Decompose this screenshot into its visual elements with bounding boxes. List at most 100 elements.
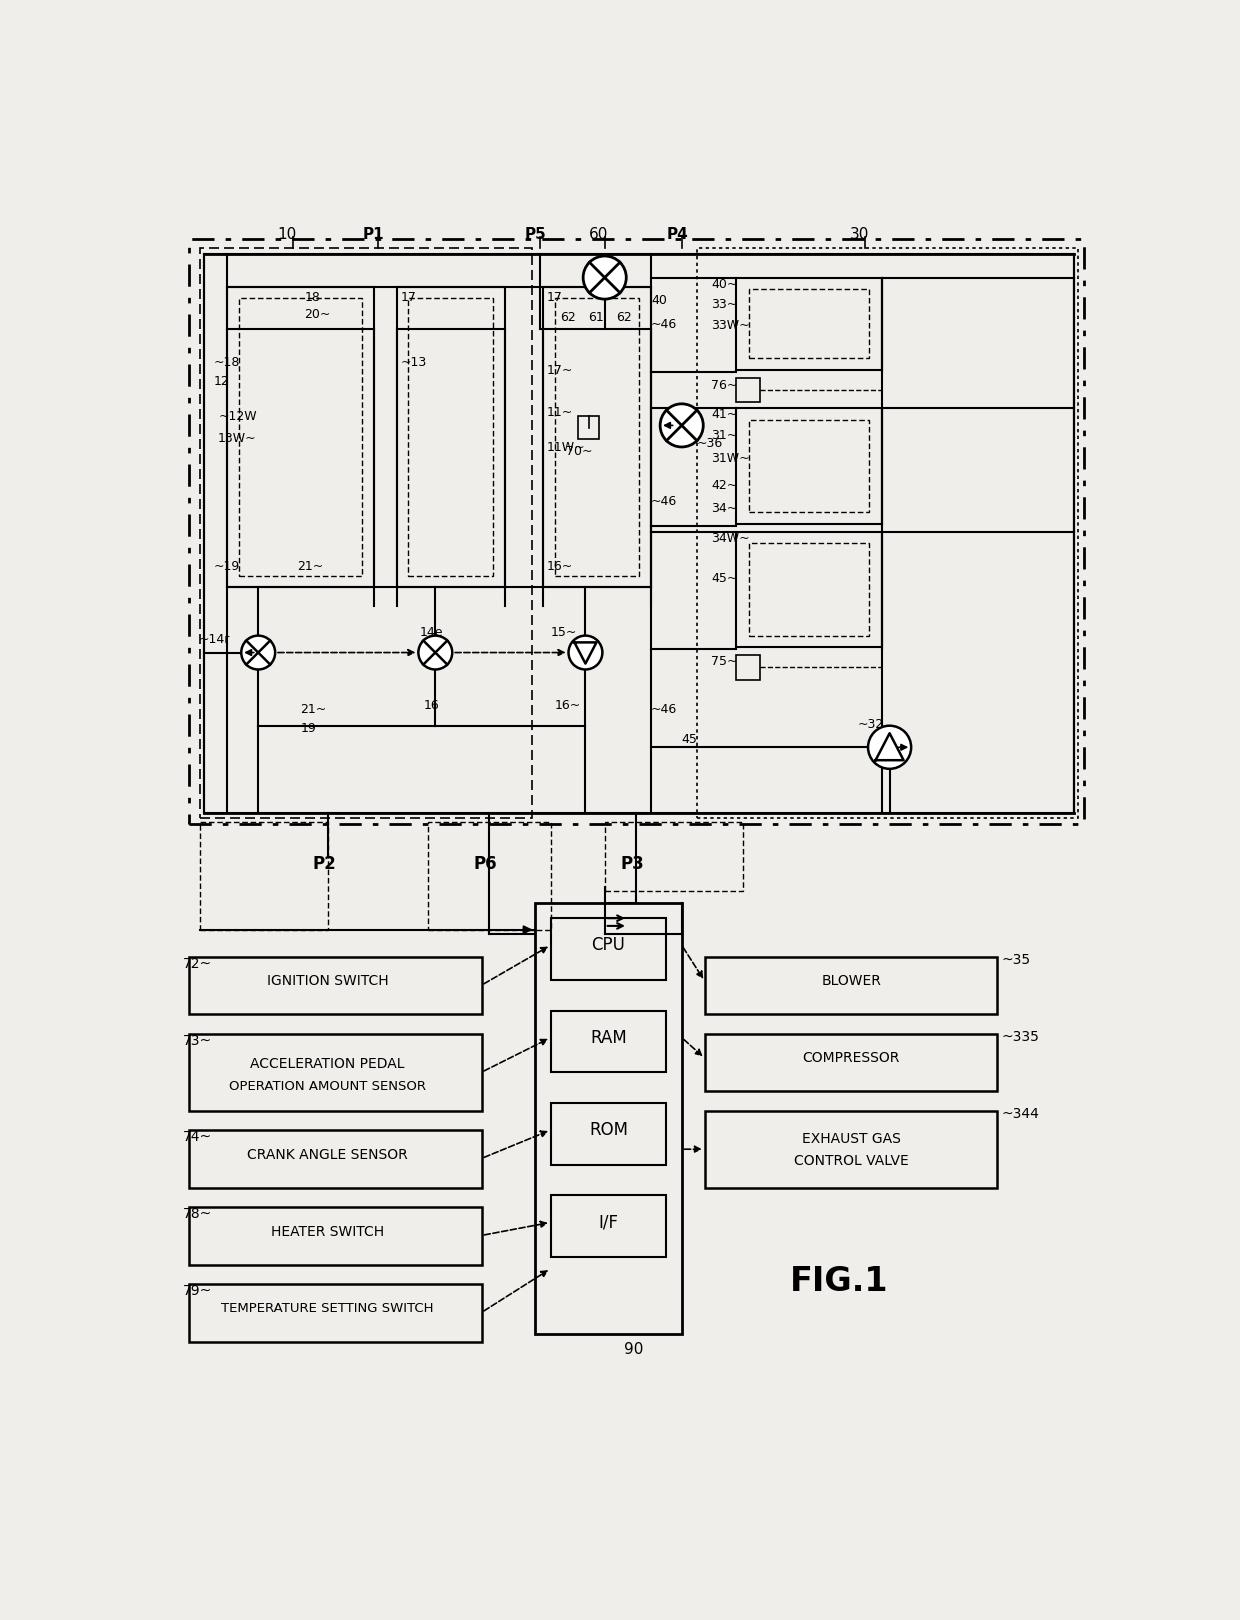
Bar [735,531,882,646]
Text: 45: 45 [682,734,698,747]
Text: 16: 16 [424,698,439,711]
Circle shape [418,635,453,669]
Text: 31W~: 31W~ [711,452,750,465]
Text: P3: P3 [620,855,644,873]
Text: P4: P4 [666,227,688,241]
Bar [749,420,869,512]
Bar [554,298,640,575]
Text: TEMPERATURE SETTING SWITCH: TEMPERATURE SETTING SWITCH [221,1302,434,1315]
Text: 79~: 79~ [182,1285,212,1298]
Text: P1: P1 [362,227,383,241]
Text: 21~: 21~ [300,703,327,716]
Text: 33W~: 33W~ [711,319,750,332]
Text: 72~: 72~ [182,957,212,970]
Text: 20~: 20~ [304,308,331,321]
Text: BLOWER: BLOWER [821,974,882,988]
Text: CONTROL VALVE: CONTROL VALVE [794,1153,909,1168]
Text: 34W~: 34W~ [711,531,750,544]
Text: P5: P5 [525,227,547,241]
Text: 76~: 76~ [711,379,738,392]
Text: 33~: 33~ [711,298,738,311]
Text: ~13: ~13 [401,356,427,369]
Text: 70~: 70~ [567,444,593,458]
Text: 31~: 31~ [711,429,738,442]
Text: 42~: 42~ [711,480,738,492]
Bar [205,254,1074,813]
Text: 19: 19 [300,723,316,735]
Text: P6: P6 [474,855,497,873]
Bar [735,654,760,679]
Text: 16~: 16~ [554,698,580,711]
Text: RAM: RAM [590,1029,627,1047]
Circle shape [868,726,911,770]
Text: ACCELERATION PEDAL: ACCELERATION PEDAL [250,1058,404,1071]
Text: 30: 30 [849,227,869,241]
Text: ~335: ~335 [1001,1030,1039,1043]
Text: 13W~: 13W~ [218,431,257,444]
Text: 62: 62 [616,311,632,324]
Circle shape [568,635,603,669]
Text: 75~: 75~ [711,654,738,667]
Text: ~19: ~19 [213,561,239,573]
Bar [704,1034,997,1092]
Text: ~36: ~36 [697,437,723,450]
Text: 10: 10 [278,227,296,241]
Text: 78~: 78~ [182,1207,212,1221]
Text: P2: P2 [312,855,336,873]
Bar [605,821,743,891]
Text: 16~: 16~ [547,561,573,573]
Bar [735,277,882,369]
Circle shape [242,635,275,669]
Bar [551,1196,666,1257]
Text: CPU: CPU [591,936,625,954]
Text: 11W~: 11W~ [547,441,585,454]
Text: 40: 40 [651,295,667,308]
Bar [551,1103,666,1165]
Text: ~46: ~46 [651,494,677,507]
Bar [188,240,1084,825]
Bar [188,1285,481,1341]
Text: ~35: ~35 [1001,953,1030,967]
Bar [749,543,869,635]
Bar [239,298,362,575]
Text: 11~: 11~ [547,407,573,420]
Bar [749,288,869,358]
Text: ~18: ~18 [213,356,239,369]
Bar [188,1034,481,1111]
Circle shape [660,403,703,447]
Text: ~46: ~46 [651,703,677,716]
Bar [188,1131,481,1187]
Text: ~344: ~344 [1001,1106,1039,1121]
Bar [201,821,327,930]
Text: 60: 60 [589,227,609,241]
Text: ~14r: ~14r [198,633,229,646]
Text: I/F: I/F [599,1213,619,1231]
Bar [408,298,494,575]
Text: 15~: 15~ [551,625,577,638]
Text: 73~: 73~ [182,1034,212,1048]
Text: 90: 90 [624,1341,642,1356]
Text: FIG.1: FIG.1 [790,1265,888,1298]
Text: 41~: 41~ [711,408,738,421]
Bar [578,416,599,439]
Text: CRANK ANGLE SENSOR: CRANK ANGLE SENSOR [247,1147,408,1162]
Circle shape [583,256,626,300]
Text: COMPRESSOR: COMPRESSOR [802,1051,900,1066]
Bar [543,287,651,586]
Text: OPERATION AMOUNT SENSOR: OPERATION AMOUNT SENSOR [229,1079,427,1092]
Bar [188,1207,481,1265]
Text: 40~: 40~ [711,277,738,290]
Bar [697,248,1079,818]
Text: ROM: ROM [589,1121,627,1139]
Bar [551,919,666,980]
Bar [536,902,682,1333]
Bar [551,1011,666,1072]
Bar [735,408,882,523]
Text: 45~: 45~ [711,572,738,585]
Bar [397,287,505,586]
Bar [188,957,481,1014]
Text: 17: 17 [547,290,563,303]
Text: 62: 62 [560,311,575,324]
Bar [704,957,997,1014]
Text: ~12W: ~12W [218,410,257,423]
